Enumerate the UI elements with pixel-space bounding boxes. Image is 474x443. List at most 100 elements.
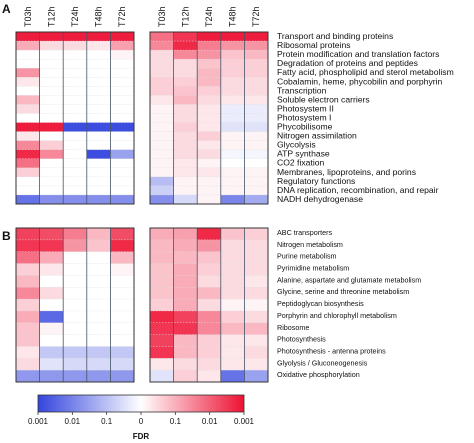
row-label: Purine metabolism [277,252,337,261]
heatmap-cell [86,95,111,105]
row-label: Nitrogen assimilation [277,131,357,141]
heatmap-cell [150,239,174,253]
heatmap-cell [16,113,40,123]
heatmap-cell [110,131,135,142]
heatmap-cell [16,370,40,383]
heatmap-cell [86,131,111,142]
heatmap-cell [63,86,88,96]
heatmap-cell [16,251,40,264]
heatmap-cell [16,140,40,151]
heatmap-cell [173,68,198,78]
row-label: Glyolysis / Gluconeogenesis [277,358,368,367]
heatmap-cell [173,104,198,114]
heatmap-cell [244,167,269,178]
heatmap-cell [244,176,269,187]
heatmap-cell [220,275,245,288]
heatmap-cell [16,176,40,187]
row-label: Alanine, aspartate and glutamate metabol… [277,275,421,284]
heatmap-cell [220,59,245,69]
heatmap-cell [110,77,135,87]
row-label: Ribosome [277,323,309,332]
row-label: Transport and binding proteins [277,31,393,41]
heatmap-cell [63,334,88,347]
heatmap-cell [150,228,174,241]
heatmap-cell [63,50,88,60]
heatmap-cell [244,122,269,132]
heatmap-cell [39,358,64,371]
heatmap-cell [63,176,88,187]
heatmap-cell [39,86,64,96]
heatmap-cell [220,263,245,276]
column-label-t24h: T24h [70,6,80,27]
heatmap-cell [63,251,88,264]
heatmap-cell [197,322,222,336]
heatmap-cell [244,194,269,205]
colorbar-tick-label: 0.1 [101,417,113,426]
heatmap-cell [173,95,198,105]
heatmap-cell [197,263,222,276]
heatmap-cell [244,86,269,96]
heatmap-cell [150,275,174,288]
heatmap-cell [63,370,88,383]
heatmap-cell [63,68,88,78]
heatmap-cell [86,310,111,324]
heatmap-cell [173,185,198,196]
heatmap-cell [86,287,111,300]
heatmap-cell [86,41,111,51]
heatmap-cell [16,32,40,42]
colorbar-tick-label: 0.01 [65,417,81,426]
heatmap-cell [39,228,64,241]
row-label: Ribosomal proteins [277,40,351,50]
heatmap-cell [86,275,111,288]
heatmap-cell [197,95,222,105]
heatmap-cell [63,167,88,178]
heatmap-cell [16,194,40,205]
heatmap-cell [173,358,198,371]
heatmap-cell [39,158,64,169]
heatmap-cell [244,95,269,105]
heatmap-cell [173,50,198,60]
heatmap-cell [173,275,198,288]
heatmap-cell [63,32,88,42]
heatmap-cell [63,263,88,276]
heatmap-cell [110,263,135,276]
heatmap-cell [173,251,198,264]
row-label: Oxidative phosphorylation [277,370,360,379]
heatmap-cell [244,158,269,169]
heatmap-cell [220,370,245,383]
heatmap-cell [63,149,88,160]
heatmap-cell [39,346,64,359]
heatmap-cell [16,185,40,196]
heatmap-cell [244,370,269,383]
heatmap-cell [150,50,174,60]
heatmap-cell [173,167,198,178]
heatmap-cell [197,167,222,178]
row-label: Fatty acid, phospholipid and sterol meta… [277,67,454,77]
column-label-t72h: T72h [117,6,127,27]
heatmap-cell [86,68,111,78]
row-label: Pyrimidine metabolism [277,264,349,273]
heatmap-frame-left [15,31,135,205]
heatmap-cell [39,239,64,253]
heatmap-cell [150,287,174,300]
heatmap-cell [150,176,174,187]
heatmap-cell [110,239,135,253]
heatmap-cell [173,122,198,132]
heatmap-cell [150,185,174,196]
heatmap-cell [197,370,222,383]
heatmap-cell [63,228,88,241]
heatmap-cell [220,122,245,132]
colorbar-tick-label: 0 [139,417,144,426]
heatmap-cell [173,86,198,96]
heatmap-cell [197,32,222,42]
heatmap-cell [173,322,198,336]
heatmap-cell [173,113,198,123]
heatmap-cell [197,77,222,87]
heatmap-cell [173,59,198,69]
row-label: Peptidoglycan biosynthesis [277,299,364,308]
heatmap-cell [63,299,88,312]
heatmap-cell [173,176,198,187]
heatmap-cell [110,41,135,51]
heatmap-cell [150,131,174,142]
heatmap-cell [150,86,174,96]
